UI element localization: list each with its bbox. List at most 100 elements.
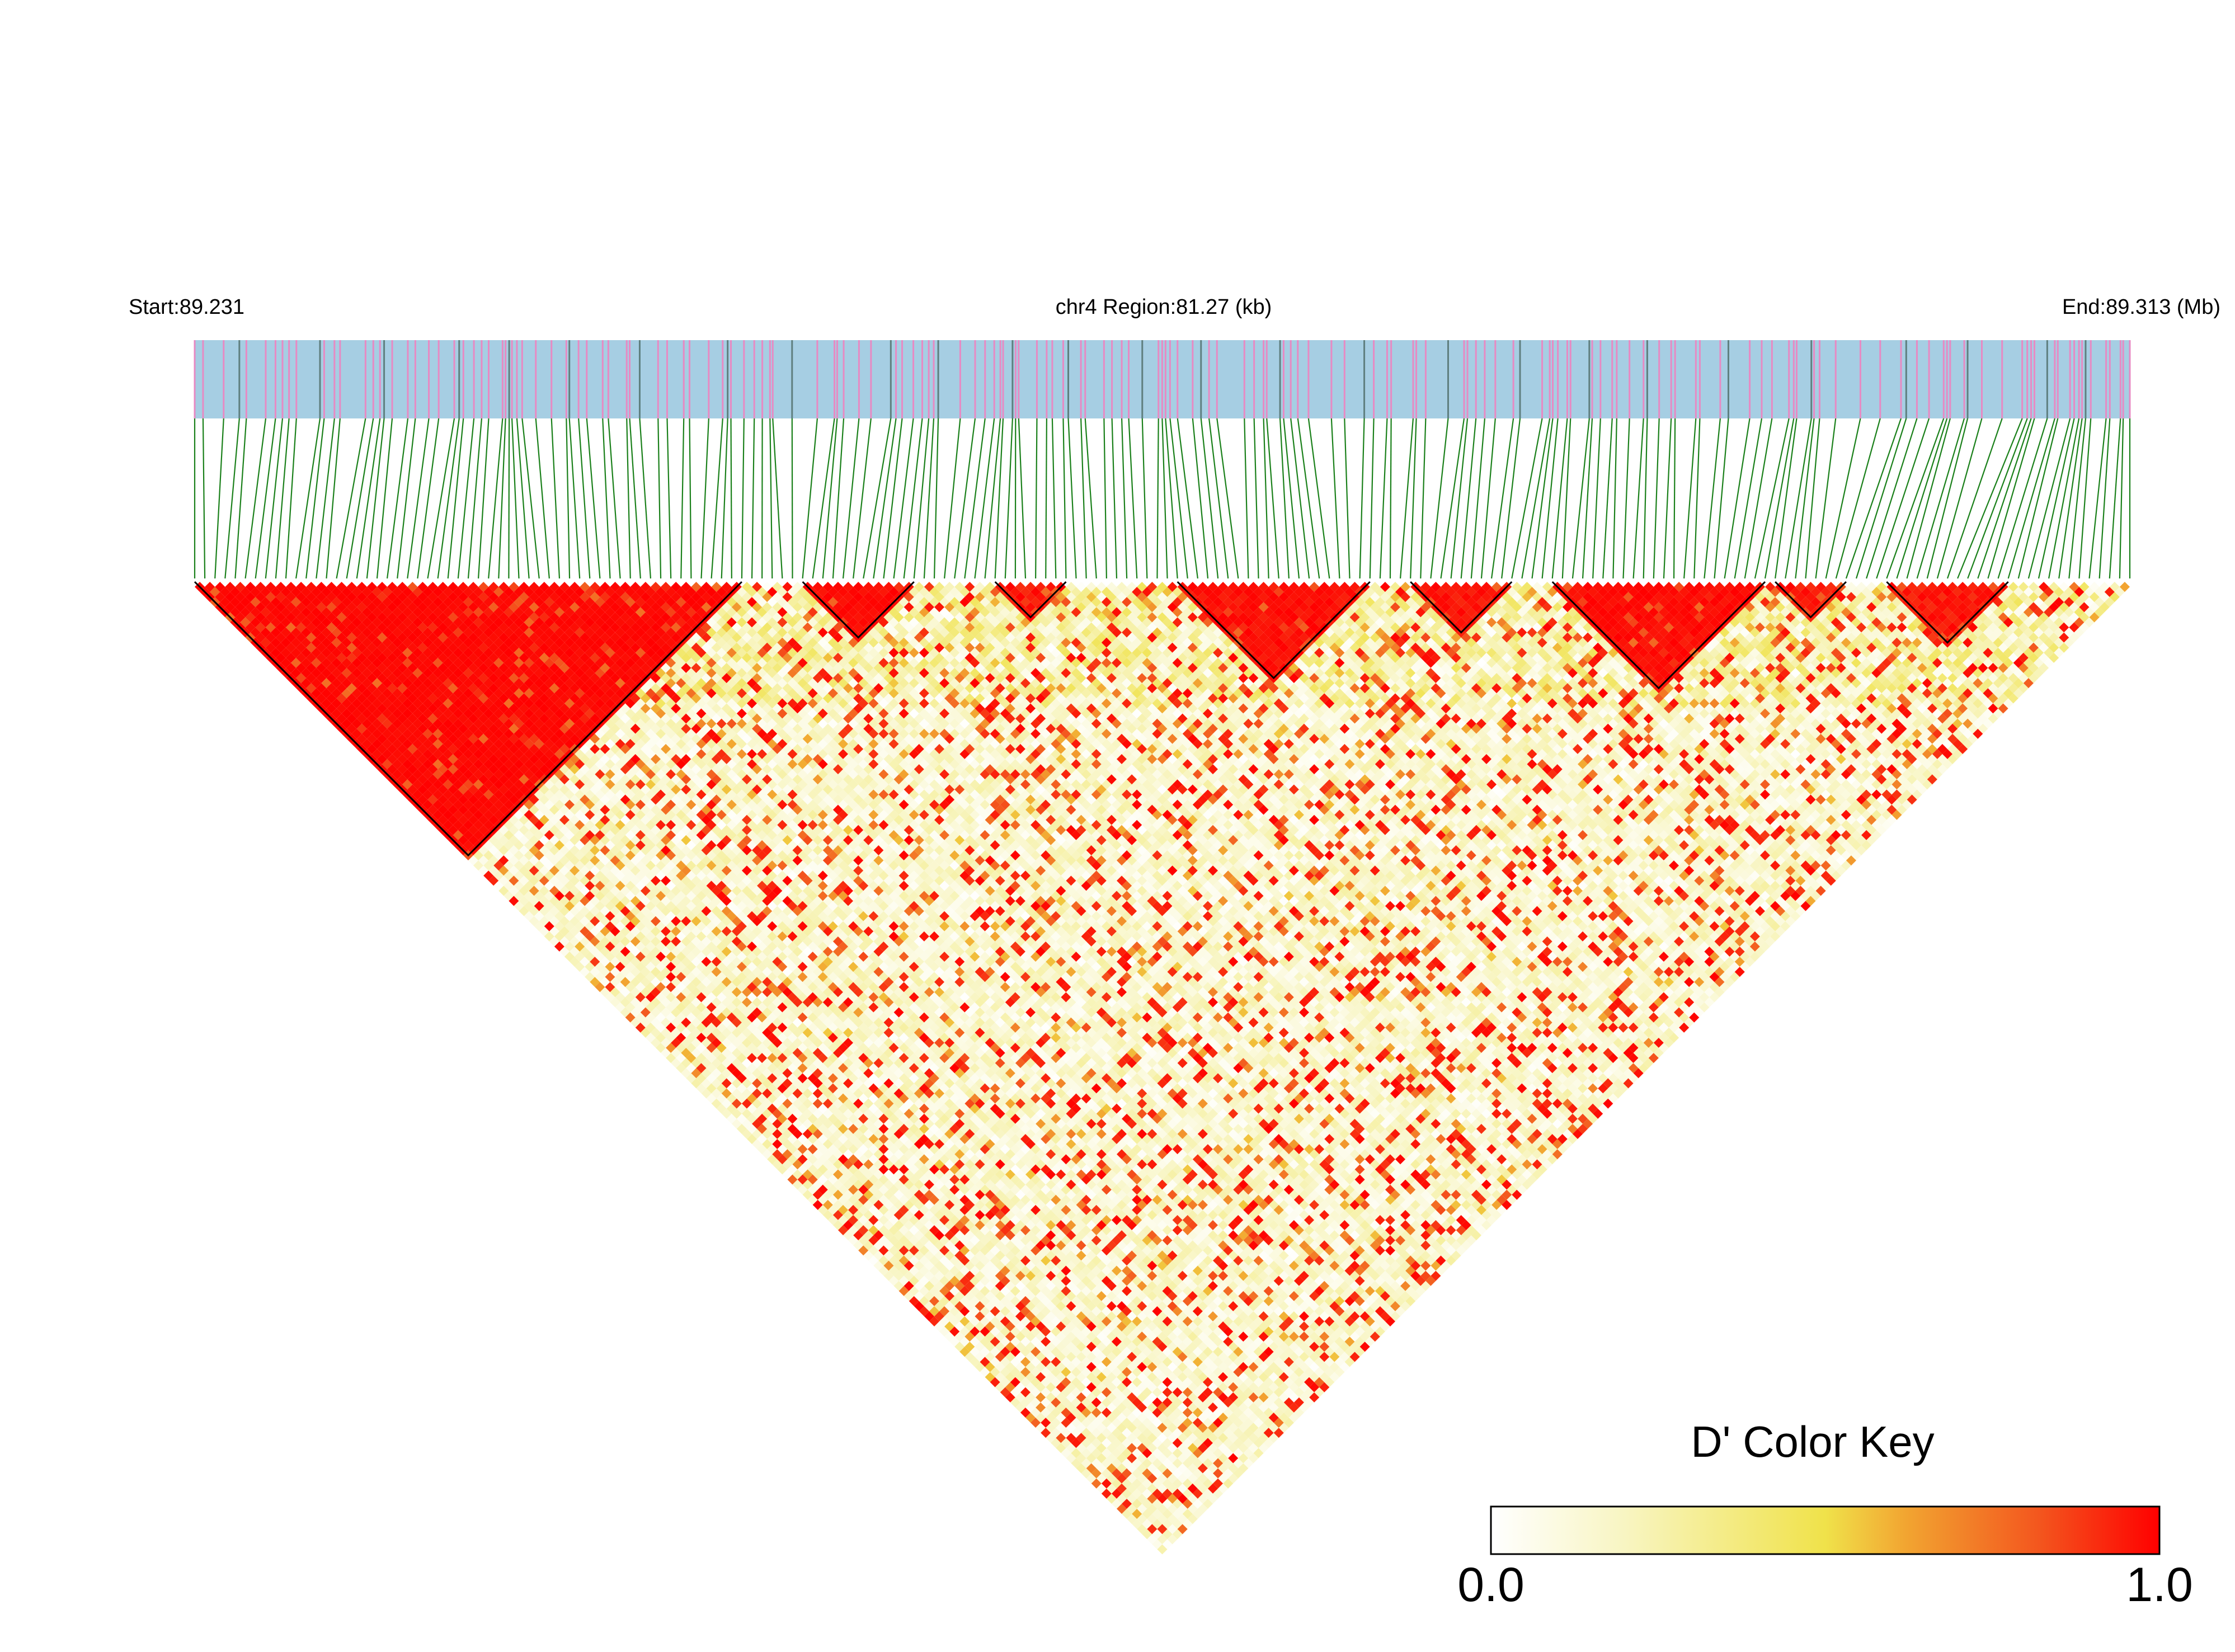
ld-cell	[676, 1022, 686, 1033]
ld-cell	[752, 1128, 763, 1140]
ld-cell	[767, 1113, 778, 1124]
ld-cell	[1061, 1448, 1071, 1458]
ld-cell	[797, 1174, 808, 1185]
snp-connector-line	[316, 418, 335, 579]
ld-cell	[306, 662, 317, 673]
snp-connector-line	[751, 418, 755, 579]
snp-connector-line	[550, 418, 561, 579]
ld-cell	[1051, 1428, 1061, 1438]
snp-connector-line	[1531, 418, 1554, 579]
ld-cell	[853, 1230, 864, 1241]
ld-cell	[382, 749, 393, 759]
ld-cell	[275, 652, 286, 663]
ld-cell	[949, 1306, 960, 1316]
ld-cell	[301, 637, 312, 648]
snp-connector-line	[1683, 418, 1697, 579]
ld-cell	[777, 1154, 788, 1165]
ld-cell	[387, 764, 398, 775]
ld-cell	[1086, 1433, 1097, 1443]
snp-connector-line	[769, 418, 773, 579]
ld-cell	[564, 941, 575, 952]
ld-cell	[802, 1159, 813, 1170]
ld-cell	[534, 891, 544, 901]
ld-cell	[437, 815, 448, 825]
ld-cell	[1101, 1448, 1112, 1458]
snp-connector-line	[1389, 418, 1392, 579]
snp-connector-line	[1080, 418, 1087, 579]
ld-cell	[275, 632, 286, 643]
snp-connector-line	[666, 418, 672, 579]
ld-cell	[483, 850, 494, 861]
ld-cell	[387, 733, 398, 744]
ld-cell	[949, 1336, 960, 1347]
ld-cell	[463, 809, 474, 820]
ld-cell	[448, 804, 458, 815]
ld-cell	[504, 850, 514, 861]
snp-connector-line	[1643, 418, 1648, 579]
snp-connector-line	[1062, 418, 1067, 579]
ld-cell	[321, 688, 332, 699]
ld-cell	[787, 1154, 798, 1165]
ld-cell	[463, 840, 474, 850]
ld-cell	[483, 870, 494, 881]
ld-cell	[255, 622, 266, 633]
ld-cell	[1046, 1392, 1056, 1402]
snp-connector-line	[832, 418, 845, 579]
snp-connector-line	[1886, 418, 1945, 579]
ld-cell	[650, 1027, 661, 1038]
snp-connector-line	[1592, 418, 1601, 579]
ld-cell	[559, 946, 570, 957]
ld-cell	[331, 667, 342, 679]
ld-cell	[1117, 1483, 1127, 1494]
ld-cell	[909, 1255, 919, 1266]
ld-cell	[1106, 1493, 1117, 1504]
ld-cell	[620, 1007, 630, 1018]
ld-cell	[666, 1043, 676, 1053]
ld-cell	[650, 997, 661, 1008]
ld-cell	[417, 774, 428, 785]
ld-cell	[1142, 1509, 1152, 1519]
ld-cell	[888, 1276, 899, 1286]
ld-cell	[721, 1098, 732, 1109]
ld-cell	[590, 957, 600, 967]
ld-cell	[1066, 1433, 1076, 1443]
ld-cell	[934, 1301, 945, 1311]
ld-cell	[215, 592, 225, 603]
ld-cell	[812, 1159, 823, 1170]
snp-connector-line	[822, 418, 838, 579]
ld-cell	[478, 845, 489, 855]
ld-cell	[914, 1291, 924, 1301]
ld-cell	[468, 825, 479, 835]
ld-cell	[336, 703, 347, 714]
ld-cell	[929, 1316, 940, 1327]
ld-cell	[721, 1068, 732, 1079]
ld-cell	[280, 657, 291, 668]
ld-cell	[635, 992, 646, 1003]
snp-connector-line	[234, 418, 247, 579]
ld-cell	[767, 1133, 778, 1145]
ld-cell	[898, 1286, 909, 1296]
ld-cell	[549, 916, 559, 926]
snp-connector-line	[202, 418, 206, 579]
snp-connector-line	[730, 418, 732, 579]
snp-connector-line	[1693, 418, 1701, 579]
snp-connector-line	[1926, 418, 1969, 579]
snp-connector-line	[1192, 418, 1209, 579]
ld-cell	[980, 1347, 990, 1357]
snp-connector-line	[1571, 418, 1590, 579]
snp-connector-line	[1103, 418, 1107, 579]
ld-cell	[529, 876, 539, 886]
ld-cell	[1101, 1458, 1112, 1469]
ld-cell	[797, 1154, 808, 1165]
ld-cell	[331, 688, 342, 699]
ld-cell	[873, 1220, 884, 1231]
snp-connector-line	[516, 418, 530, 579]
snp-connector-line	[1279, 418, 1290, 579]
ld-cell	[1117, 1504, 1127, 1514]
ld-cell	[827, 1215, 838, 1225]
ld-cell	[605, 952, 615, 962]
ld-cell	[240, 607, 251, 618]
ld-cell	[346, 693, 357, 704]
snp-connector-line	[791, 418, 793, 579]
